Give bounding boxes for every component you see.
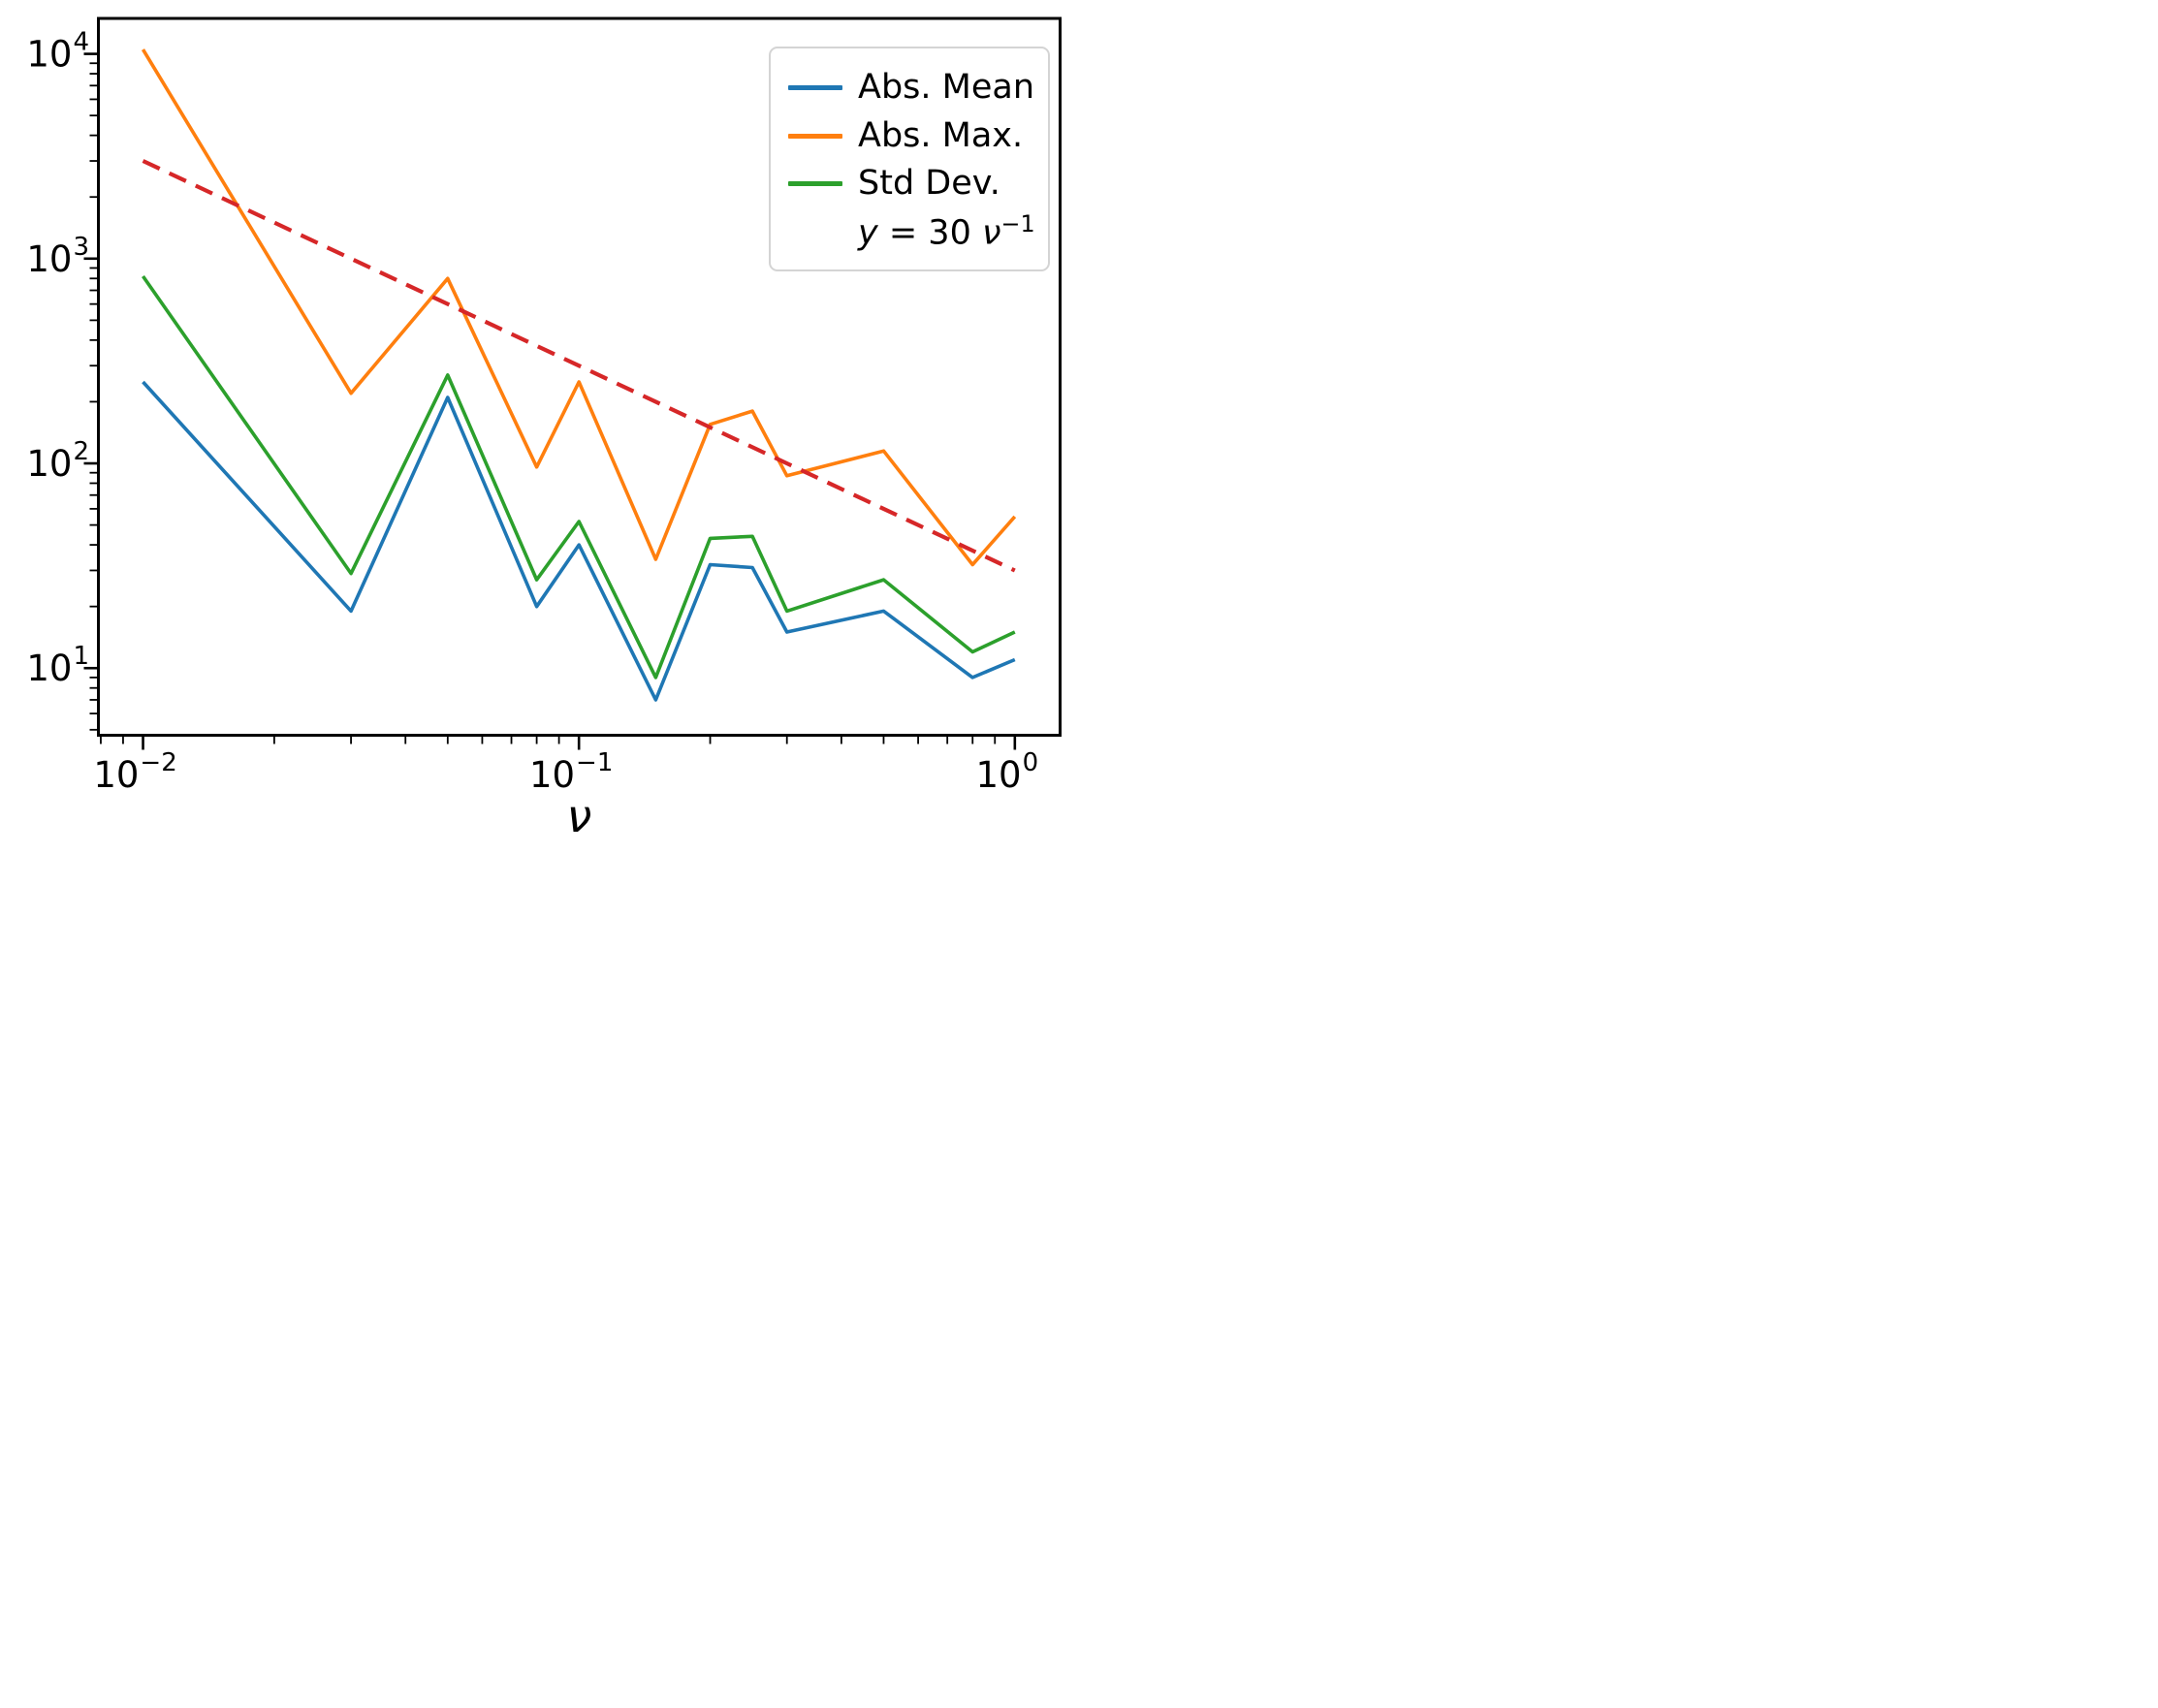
series-y-	[142, 159, 1016, 573]
legend-item: Abs. Max.	[788, 112, 1031, 161]
x-tick-label: 10−1	[529, 748, 613, 796]
legend-item: y = 30 ν−1	[788, 208, 1035, 257]
legend-label: Std Dev.	[858, 164, 1000, 204]
series-abs-mean	[142, 380, 1016, 702]
series-std-dev-	[142, 274, 1016, 680]
x-tick-label: 10−2	[93, 748, 176, 796]
legend-line-sample	[788, 230, 842, 235]
x-tick-label: 100	[976, 748, 1039, 796]
legend-item: Std Dev.	[788, 160, 1031, 208]
chart-canvas: 10−2 10−1 100 101 102 103 104 ν	[26, 16, 1062, 842]
series-abs-max-	[141, 48, 1017, 567]
legend-label: Abs. Mean	[858, 68, 1035, 108]
x-axis-label: ν	[567, 790, 592, 842]
y-tick-label: 102	[26, 437, 89, 485]
legend-label: y = 30 ν−1	[858, 209, 1035, 253]
figure: 10−2 10−1 100 101 102 103 104 ν Abs. Mean Abs. M…	[0, 0, 1079, 854]
legend: Abs. Mean Abs. Max. Std Dev. y = 30 ν−1	[769, 47, 1050, 271]
legend-item: Abs. Mean	[788, 64, 1035, 112]
legend-label: Abs. Max.	[858, 115, 1024, 155]
legend-line-sample	[788, 181, 842, 187]
y-tick-label: 101	[26, 642, 89, 689]
y-tick-label: 103	[26, 233, 89, 280]
legend-line-sample	[788, 133, 842, 139]
y-tick-label: 104	[26, 28, 89, 76]
legend-line-sample	[788, 85, 842, 91]
